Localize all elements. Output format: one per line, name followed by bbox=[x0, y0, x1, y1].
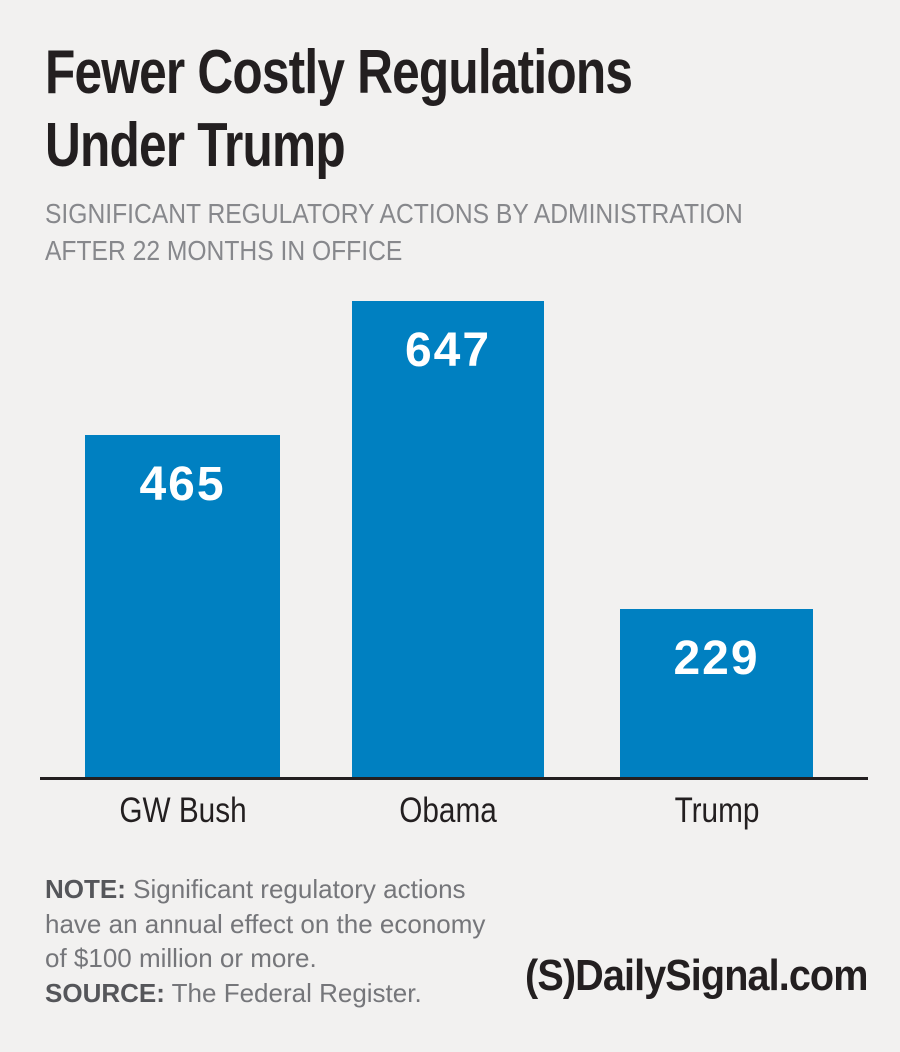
chart-subtitle-line1: SIGNIFICANT REGULATORY ACTIONS BY ADMINI… bbox=[45, 198, 743, 229]
bar-value-label: 647 bbox=[404, 324, 492, 377]
note-label: NOTE: bbox=[45, 874, 126, 904]
bar-gw-bush: 465 bbox=[85, 435, 280, 777]
source-text: The Federal Register. bbox=[171, 977, 422, 1008]
x-axis-label: GW Bush bbox=[118, 791, 247, 830]
chart-subtitle-line2: AFTER 22 MONTHS IN OFFICE bbox=[45, 235, 403, 266]
x-axis-label: Trump bbox=[674, 791, 759, 830]
bar-value-label: 229 bbox=[673, 632, 760, 685]
note-line2: have an annual effect on the economy bbox=[45, 908, 486, 939]
x-axis-label: Obama bbox=[399, 791, 497, 830]
bar-trump: 229 bbox=[620, 609, 813, 777]
bar-value-label: 465 bbox=[139, 458, 226, 511]
bar-obama: 647 bbox=[352, 301, 544, 777]
note-line1: Significant regulatory actions bbox=[133, 874, 466, 904]
chart-title-line1: Fewer Costly Regulations bbox=[45, 38, 633, 107]
source-label: SOURCE: bbox=[45, 977, 165, 1008]
chart-subtitle: SIGNIFICANT REGULATORY ACTIONS BY ADMINI… bbox=[45, 195, 743, 269]
chart-title: Fewer Costly Regulations Under Trump bbox=[45, 36, 633, 182]
dailysignal-logo: (S)DailySignal.com bbox=[525, 951, 869, 1000]
x-axis-line bbox=[40, 777, 868, 780]
chart-title-line2: Under Trump bbox=[45, 111, 346, 180]
note-line3: of $100 million or more. bbox=[45, 943, 317, 973]
note-block: NOTE: Significant regulatory actions hav… bbox=[45, 872, 485, 1010]
